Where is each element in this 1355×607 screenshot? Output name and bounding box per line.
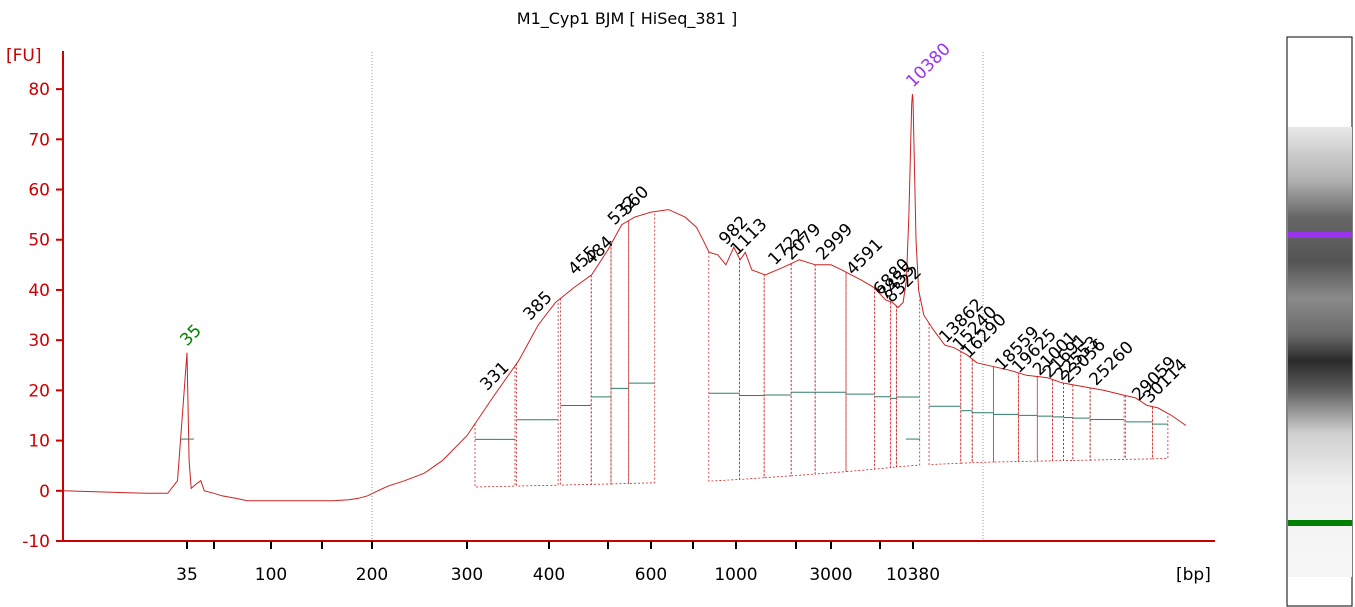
peak-region-bound bbox=[890, 301, 897, 469]
peak-region-bound bbox=[516, 300, 559, 487]
peak-region-bound bbox=[739, 258, 765, 480]
peak-region-bound bbox=[1052, 379, 1064, 462]
peak-label: 385 bbox=[519, 288, 556, 325]
marker-label: 35 bbox=[176, 321, 205, 350]
x-tick-label: 200 bbox=[356, 565, 388, 585]
peak-labels: 3313854554845325609821113172220792999459… bbox=[476, 182, 1191, 407]
peak-region-bound bbox=[590, 244, 612, 485]
y-tick-label: 10 bbox=[28, 432, 50, 452]
x-tick-label: 300 bbox=[451, 565, 483, 585]
y-tick-label: 0 bbox=[39, 482, 50, 502]
y-tick-label: 80 bbox=[28, 80, 50, 100]
peak-region-layer bbox=[474, 211, 1169, 488]
reference-lines bbox=[371, 52, 984, 541]
peak-region-bound bbox=[708, 251, 740, 482]
x-tick-label: 35 bbox=[176, 565, 198, 585]
y-tick-label: 50 bbox=[28, 231, 50, 251]
peak-region-bound bbox=[1063, 383, 1074, 462]
x-tick-label: 3000 bbox=[809, 565, 852, 585]
peak-region-bound bbox=[960, 351, 973, 464]
x-axis-label: [bp] bbox=[1176, 565, 1211, 585]
y-axis-label: [FU] bbox=[6, 46, 42, 66]
x-tick-label: 600 bbox=[635, 565, 667, 585]
peak-region-bound bbox=[790, 263, 816, 477]
gel-band bbox=[1288, 232, 1352, 238]
peak-region-bound bbox=[895, 295, 921, 468]
gel-bands bbox=[1288, 232, 1352, 526]
x-tick-label: 10380 bbox=[886, 565, 940, 585]
peak-region-bound bbox=[1036, 376, 1053, 462]
x-tick-label: 100 bbox=[255, 565, 287, 585]
y-tick-label: 70 bbox=[28, 130, 50, 150]
peak-region-bound bbox=[1125, 395, 1153, 460]
peak-region-bound bbox=[1072, 384, 1091, 461]
y-tick-label: -10 bbox=[22, 532, 50, 552]
peak-region-bound bbox=[814, 264, 847, 475]
peak-region-bound bbox=[928, 323, 962, 466]
gel-image bbox=[1286, 36, 1353, 607]
gel-band bbox=[1288, 520, 1352, 526]
fluorescence-trace bbox=[62, 94, 1187, 502]
peak-region-bound bbox=[560, 275, 592, 486]
peak-label: 331 bbox=[476, 358, 513, 395]
marker-label: 10380 bbox=[902, 39, 954, 91]
gel-lane bbox=[1288, 127, 1352, 577]
x-tick-label: 1000 bbox=[714, 565, 757, 585]
peak-region-bound bbox=[971, 358, 994, 464]
y-axis-ticks: -10 0 10 20 30 40 50 60 70 80 bbox=[22, 80, 63, 552]
peak-region-bound bbox=[845, 271, 876, 473]
y-tick-label: 40 bbox=[28, 281, 50, 301]
y-tick-label: 60 bbox=[28, 181, 50, 201]
peak-region-bound bbox=[763, 263, 792, 479]
peak-region-bound bbox=[1017, 372, 1038, 462]
y-tick-label: 20 bbox=[28, 381, 50, 401]
peak-region-bound bbox=[610, 220, 630, 485]
peak-region-bound bbox=[1152, 406, 1169, 460]
x-tick-label: 400 bbox=[533, 565, 565, 585]
y-tick-label: 30 bbox=[28, 331, 50, 351]
peak-region-bound bbox=[874, 288, 892, 470]
peak-region-bound bbox=[628, 211, 656, 484]
x-axis-ticks: 35 100 200 300 400 600 1000 3000 10380 bbox=[176, 541, 940, 585]
chart-title: M1_Cyp1 BJM [ HiSeq_381 ] bbox=[517, 9, 737, 29]
peak-region-bound bbox=[1089, 387, 1125, 461]
